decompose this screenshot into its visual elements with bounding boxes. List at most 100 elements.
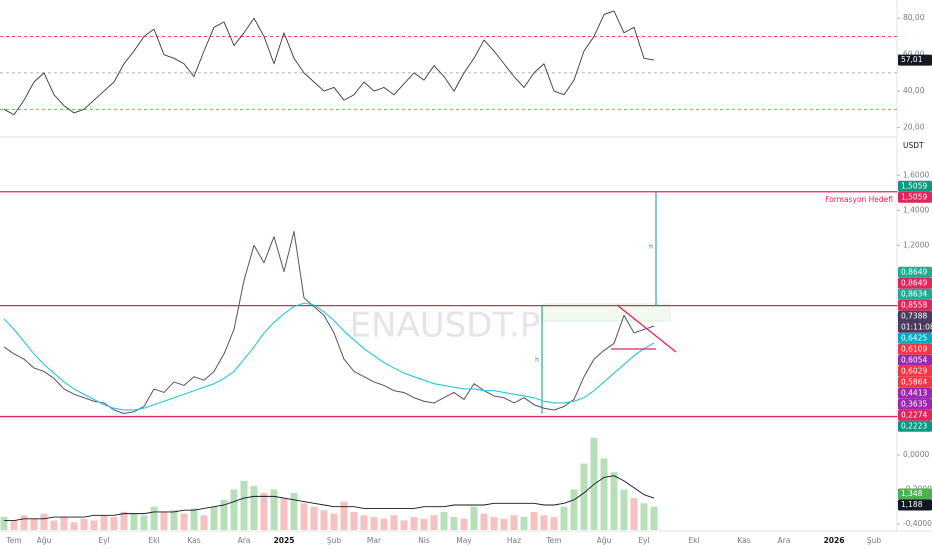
volume-bar <box>210 506 218 530</box>
y-tick-label: -0,4000 <box>903 519 932 528</box>
price-label: 0,7388 <box>901 311 927 320</box>
x-tick-label: Ağu <box>597 536 612 545</box>
last-value-label: 57,01 <box>901 55 923 64</box>
volume-bar <box>460 518 468 530</box>
y-tick-label: 60,00 <box>903 50 925 59</box>
price-label: 0,6029 <box>901 366 927 375</box>
price-label: 1,5059 <box>901 181 927 190</box>
volume-bar <box>450 517 458 530</box>
volume-bar <box>280 498 288 530</box>
volume-bar <box>570 489 578 530</box>
volume-bar <box>410 517 418 530</box>
volume-bar <box>580 463 588 530</box>
volume-bar <box>10 520 18 530</box>
price-label: 0,8649 <box>901 278 927 287</box>
volume-bar <box>390 515 398 530</box>
volume-bar <box>350 511 358 530</box>
volume-bar <box>220 499 228 530</box>
volume-bar <box>380 518 388 530</box>
x-tick-label: Ara <box>778 536 791 545</box>
moving-average-line <box>3 302 655 411</box>
price-label: 0,6054 <box>901 355 927 364</box>
volume-bar <box>480 513 488 530</box>
annotation: h <box>535 357 539 364</box>
volume-tag: 1,348 <box>901 489 923 498</box>
volume-bar <box>240 480 248 530</box>
volume-bar <box>430 515 438 530</box>
price-label-box <box>898 310 932 333</box>
price-label-box <box>898 191 932 203</box>
volume-bar <box>490 517 498 530</box>
volume-bar <box>540 515 548 530</box>
price-label-box <box>898 343 932 355</box>
volume-bar <box>60 517 68 530</box>
volume-bar <box>610 472 618 530</box>
volume-bar <box>170 510 178 530</box>
volume-bar <box>640 503 648 530</box>
x-tick-label: Ara <box>238 536 251 545</box>
x-tick-label: Kas <box>737 536 750 545</box>
volume-bar <box>70 522 78 530</box>
volume-bar <box>130 513 138 530</box>
price-label: 0,2274 <box>901 410 927 419</box>
x-tick-label: Haz <box>507 536 521 545</box>
price-label: 0,6425 <box>901 333 927 342</box>
volume-tag-box <box>898 499 932 511</box>
volume-bar <box>160 511 168 530</box>
volume-bar <box>50 520 58 530</box>
volume-tag: 1,188 <box>901 500 923 509</box>
x-tick-label: Şub <box>867 536 882 545</box>
y-tick-label: 1,2000 <box>903 240 929 249</box>
volume-bar <box>550 517 558 530</box>
x-tick-label: 2026 <box>824 536 845 545</box>
y-tick-label: 1,6000 <box>903 170 929 179</box>
volume-bar <box>630 498 638 530</box>
x-tick-label: Ekl <box>148 536 159 545</box>
volume-bar <box>530 511 538 530</box>
price-label: 0,2223 <box>901 421 927 430</box>
volume-bar <box>500 518 508 530</box>
y-tick-label: 1,4000 <box>903 205 929 214</box>
volume-bar <box>180 513 188 530</box>
x-tick-label: 2025 <box>274 536 295 545</box>
volume-bar <box>270 489 278 530</box>
volume-bar <box>600 458 608 530</box>
x-tick-label: Şub <box>327 536 342 545</box>
volume-bar <box>0 517 8 530</box>
volume-bar <box>650 506 658 530</box>
price-label-box <box>898 420 932 432</box>
volume-bar <box>510 515 518 530</box>
price-label: 0,8649 <box>901 267 927 276</box>
x-tick-label: Ekl <box>688 536 699 545</box>
x-tick-label: Eyl <box>98 536 109 545</box>
volume-bar <box>520 517 528 530</box>
volume-bar <box>320 510 328 530</box>
last-value-label-box <box>898 54 932 66</box>
volume-bar <box>620 489 628 530</box>
volume-bar <box>310 506 318 530</box>
price-label-box <box>898 288 932 300</box>
trend-line <box>616 304 677 353</box>
x-tick-label: Eyl <box>638 536 649 545</box>
x-tick-label: Tem <box>545 536 561 545</box>
price-label: 1,5059 <box>901 192 927 201</box>
price-line <box>3 230 655 414</box>
price-label-box <box>898 354 932 366</box>
unit-label: USDT <box>903 141 924 150</box>
volume-bar <box>80 518 88 530</box>
volume-bar <box>140 515 148 530</box>
zone <box>542 303 671 322</box>
price-label-box <box>898 398 932 410</box>
volume-bar <box>340 501 348 530</box>
x-tick-label: Kas <box>187 536 200 545</box>
price-label-box <box>898 365 932 377</box>
price-label: 0,5864 <box>901 377 927 386</box>
price-label-box <box>898 266 932 278</box>
volume-bar <box>200 515 208 530</box>
volume-bar <box>120 511 128 530</box>
volume-bar <box>470 506 478 530</box>
y-tick-label: 80,00 <box>903 13 925 22</box>
